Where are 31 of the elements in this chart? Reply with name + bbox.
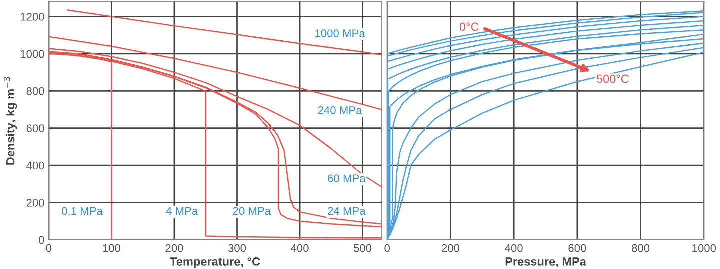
x-tick-label: 500: [354, 244, 372, 252]
x-axis-title: Temperature, °C: [170, 258, 260, 268]
y-tick-label: 800: [26, 87, 44, 96]
y-tick-label: 1200: [20, 13, 44, 21]
series-label: 4 MPa: [166, 207, 198, 216]
y-tick-label: 600: [26, 124, 44, 132]
x-tick-label: 800: [632, 244, 650, 252]
series-label: 20 MPa: [233, 207, 272, 216]
series-label: 0.1 MPa: [62, 207, 103, 216]
x-tick-label: 200: [166, 244, 184, 252]
series-label: 24 MPa: [328, 207, 366, 216]
y-tick-label: 400: [26, 162, 44, 170]
y-axis-title: Density, kg m$^{−3}$: [4, 77, 18, 165]
x-tick-label: 400: [505, 244, 523, 252]
x-tick-label: 0: [46, 244, 52, 252]
annotation: 500°C: [596, 74, 629, 84]
x-tick-label: 1000: [692, 244, 716, 252]
series-label: 60 MPa: [328, 174, 366, 182]
series-label: 240 MPa: [318, 106, 362, 114]
x-tick-label: 100: [103, 244, 121, 252]
y-tick-label: 0: [39, 236, 44, 244]
x-tick-label: 600: [568, 244, 586, 252]
x-tick-label: 300: [228, 244, 246, 252]
x-tick-label: 200: [442, 244, 460, 252]
annotation: 0°C: [460, 22, 479, 32]
x-tick-label: 0: [384, 244, 390, 252]
y-tick-label: 200: [26, 199, 44, 207]
series-label: 1000 MPa: [316, 30, 366, 38]
x-tick-label: 400: [290, 244, 309, 252]
y-tick-label: 1000: [20, 50, 44, 58]
x-axis-title: Pressure, MPa: [506, 258, 587, 268]
